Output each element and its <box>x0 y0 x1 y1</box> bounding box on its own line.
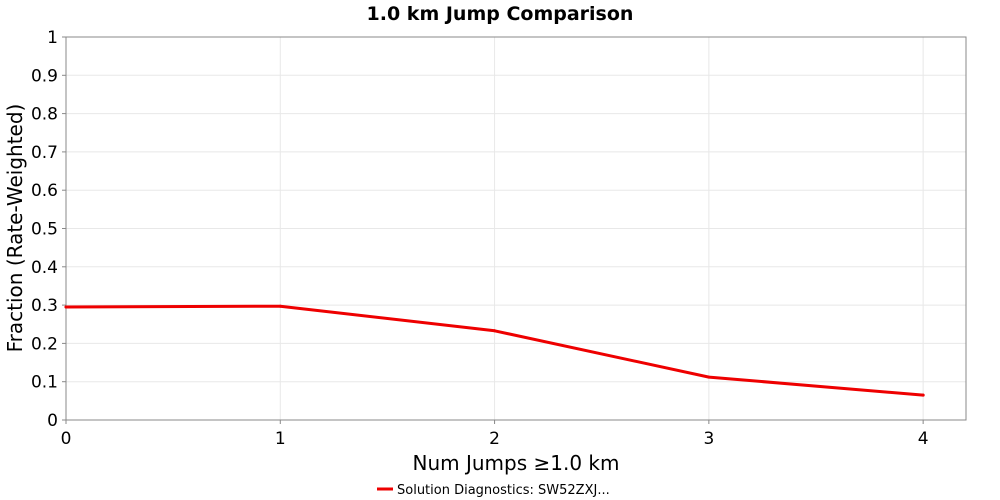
y-tick-label: 0.8 <box>31 105 58 125</box>
y-tick-label: 0.1 <box>31 373 58 393</box>
x-tick-label: 1 <box>275 429 286 449</box>
y-tick-label: 0.6 <box>31 181 58 201</box>
y-axis-label: Fraction (Rate-Weighted) <box>3 104 27 353</box>
legend: Solution Diagnostics: SW52ZXJ... <box>377 483 610 498</box>
x-tick-label: 0 <box>61 429 72 449</box>
y-tick-label: 0 <box>47 411 58 431</box>
data-point <box>921 393 925 397</box>
y-tick-label: 0.7 <box>31 143 58 163</box>
data-point <box>493 329 497 333</box>
x-tick-label: 2 <box>489 429 500 449</box>
x-axis-label: Num Jumps ≥1.0 km <box>413 451 620 475</box>
y-tick-label: 0.9 <box>31 66 58 86</box>
data-point <box>64 305 68 309</box>
chart-title: 1.0 km Jump Comparison <box>367 3 634 25</box>
x-tick-label: 3 <box>703 429 714 449</box>
y-tick-label: 0.4 <box>31 258 58 278</box>
y-tick-label: 0.5 <box>31 220 58 240</box>
series-lines <box>64 304 925 397</box>
data-point <box>707 375 711 379</box>
x-tick-label: 4 <box>918 429 929 449</box>
y-tick-label: 0.3 <box>31 296 58 316</box>
legend-label: Solution Diagnostics: SW52ZXJ... <box>397 483 610 498</box>
axis-ticks: 0 0.1 0.2 0.3 0.4 0.5 0.6 0.7 0.8 0.9 1 0 1 2 3 4 <box>31 28 929 449</box>
y-tick-label: 1 <box>47 28 58 48</box>
data-point <box>278 304 282 308</box>
y-tick-label: 0.2 <box>31 334 58 354</box>
